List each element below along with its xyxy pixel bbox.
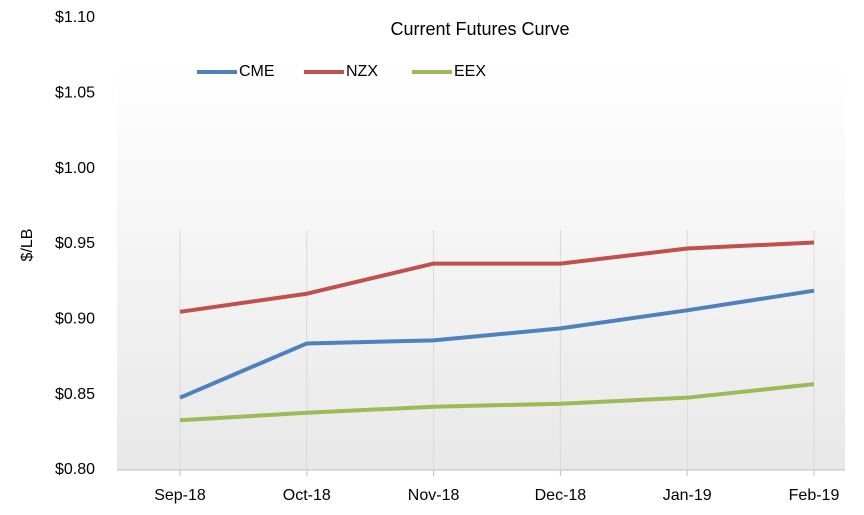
y-tick-label: $0.80 [55, 461, 95, 478]
legend-label: NZX [346, 63, 378, 80]
y-axis-title: $/LB [19, 229, 36, 262]
x-tick-label: Oct-18 [283, 487, 331, 504]
x-tick-label: Dec-18 [535, 487, 587, 504]
y-tick-label: $0.85 [55, 386, 95, 403]
x-tick-label: Nov-18 [408, 487, 460, 504]
y-tick-label: $1.00 [55, 160, 95, 177]
x-tick-label: Jan-19 [663, 487, 712, 504]
legend-label: EEX [454, 63, 486, 80]
y-tick-label: $1.10 [55, 9, 95, 26]
x-tick-label: Feb-19 [789, 487, 840, 504]
series-line [179, 382, 815, 423]
chart-title: Current Futures Curve [390, 19, 569, 39]
legend-label: CME [239, 63, 275, 80]
series-line [179, 240, 815, 314]
y-tick-label: $0.90 [55, 311, 95, 328]
y-tick-label: $0.95 [55, 235, 95, 252]
x-tick-label: Sep-18 [154, 487, 206, 504]
y-tick-label: $1.05 [55, 85, 95, 102]
series-line [179, 288, 815, 400]
